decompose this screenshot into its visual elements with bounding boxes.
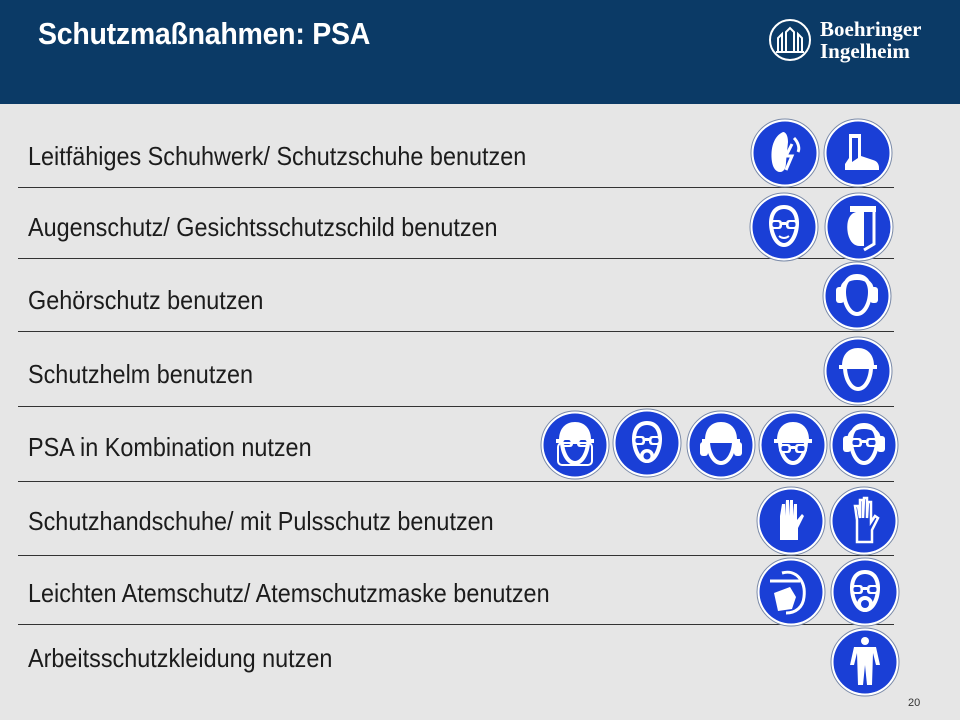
header-bar: Schutzmaßnahmen: PSA Boehringer Ingelhei… <box>0 0 960 104</box>
row-label-combination: PSA in Kombination nutzen <box>28 432 312 462</box>
row-divider <box>18 258 894 259</box>
row-label-respiratory: Leichten Atemschutz/ Atemschutzmaske ben… <box>28 578 550 608</box>
respirator-mask-icon <box>830 557 900 627</box>
helmet-goggles-icon <box>758 410 828 480</box>
slide-title: Schutzmaßnahmen: PSA <box>38 16 371 51</box>
antistatic-footwear-icon <box>750 118 820 188</box>
gauntlet-glove-icon <box>829 486 899 556</box>
row-label-gloves: Schutzhandschuhe/ mit Pulsschutz benutze… <box>28 506 494 536</box>
helmet-ear-protection-icon <box>686 410 756 480</box>
page-number: 20 <box>908 697 921 709</box>
eye-protection-icon <box>749 192 819 262</box>
respirator-goggles-icon <box>612 408 682 478</box>
helmet-face-shield-icon <box>540 410 610 480</box>
hard-hat-icon <box>823 336 893 406</box>
face-shield-icon <box>824 192 894 262</box>
row-label-footwear: Leitfähiges Schuhwerk/ Schutzschuhe benu… <box>28 141 527 171</box>
boehringer-logo: Boehringer Ingelheim <box>768 18 938 66</box>
row-label-hard-hat: Schutzhelm benutzen <box>28 359 254 389</box>
row-divider <box>18 406 894 407</box>
row-divider <box>18 187 894 188</box>
goggles-ear-protection-icon <box>829 410 899 480</box>
row-divider <box>18 481 894 482</box>
logo-text-line2: Ingelheim <box>820 39 910 63</box>
row-divider <box>18 331 894 332</box>
row-divider <box>18 624 894 625</box>
row-label-clothing: Arbeitsschutzkleidung nutzen <box>28 643 333 673</box>
safety-boot-icon <box>823 118 893 188</box>
row-divider <box>18 555 894 556</box>
row-label-hearing: Gehörschutz benutzen <box>28 285 264 315</box>
company-emblem-icon <box>769 19 811 61</box>
protective-clothing-icon <box>830 627 900 697</box>
row-label-eye-protection: Augenschutz/ Gesichtsschutzschild benutz… <box>28 212 498 242</box>
dust-mask-icon <box>756 557 826 627</box>
logo-text-line1: Boehringer <box>820 17 922 41</box>
ear-protection-icon <box>822 261 892 331</box>
protective-gloves-icon <box>756 486 826 556</box>
